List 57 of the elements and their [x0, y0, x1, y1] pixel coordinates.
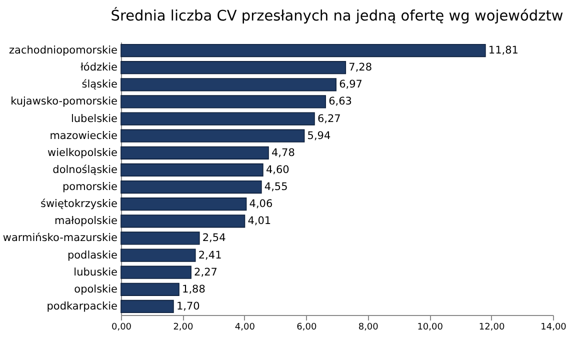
bar — [120, 180, 262, 194]
bar — [120, 232, 200, 245]
bar — [120, 282, 180, 296]
x-tick-label: 8,00 — [358, 322, 379, 332]
data-label: 11,81 — [488, 44, 518, 57]
data-label: 4,01 — [248, 215, 272, 228]
data-label: 1,70 — [176, 300, 200, 312]
bar — [120, 95, 326, 108]
y-tick-label: lubelskie — [70, 112, 118, 125]
y-tick-label: warmińsko-mazurskie — [2, 232, 118, 244]
bar — [120, 44, 486, 58]
y-tick-label: zachodniopomorskie — [9, 44, 118, 57]
x-tick-label: 12,00 — [478, 322, 505, 332]
bar — [120, 300, 174, 314]
x-tick-label: 4,00 — [234, 322, 256, 332]
data-label: 4,60 — [266, 164, 290, 176]
data-label: 6,63 — [328, 96, 352, 108]
y-tick-label: podlaskie — [67, 249, 118, 262]
y-tick-label: pomorskie — [62, 181, 118, 194]
y-tick-label: mazowieckie — [50, 130, 118, 142]
bar — [120, 61, 346, 74]
bar — [120, 112, 315, 126]
data-label: 4,78 — [271, 146, 295, 159]
y-tick-label: wielkopolskie — [48, 146, 118, 159]
bar — [120, 163, 264, 177]
bar — [120, 146, 269, 160]
chart-title: Średnia liczba CV przesłanych na jedną ofertę wg województw — [110, 6, 564, 24]
x-tick-label: 6,00 — [296, 322, 317, 332]
data-label: 6,97 — [339, 78, 362, 91]
bar — [120, 198, 247, 211]
y-tick-label: dolnośląskie — [52, 164, 118, 176]
x-tick-label: 2,00 — [173, 322, 194, 332]
bar — [120, 129, 305, 142]
bar — [120, 214, 246, 228]
data-label: 1,88 — [182, 283, 206, 296]
y-tick-label: śląskie — [82, 78, 118, 91]
y-tick-label: świętokrzyskie — [40, 198, 118, 210]
bar — [120, 266, 192, 279]
data-label: 2,27 — [194, 266, 218, 278]
x-tick-label: 0,00 — [111, 322, 132, 332]
y-tick-label: małopolskie — [54, 215, 118, 228]
y-tick-label: łódzkie — [80, 62, 118, 74]
bar — [120, 78, 336, 92]
bar — [120, 248, 196, 262]
data-label: 2,41 — [198, 249, 222, 262]
data-label: 4,55 — [264, 181, 288, 194]
data-label: 4,06 — [249, 198, 273, 210]
data-label: 2,54 — [202, 232, 226, 244]
y-tick-label: opolskie — [74, 283, 118, 296]
y-tick-label: lubuskie — [74, 266, 118, 278]
x-tick-label: 14,00 — [540, 322, 567, 332]
x-tick-label: 10,00 — [417, 322, 444, 332]
data-label: 6,27 — [317, 112, 341, 125]
y-tick-label: podkarpackie — [46, 300, 118, 312]
y-tick-label: kujawsko-pomorskie — [10, 96, 118, 108]
data-label: 5,94 — [307, 130, 331, 142]
data-label: 7,28 — [348, 62, 372, 74]
